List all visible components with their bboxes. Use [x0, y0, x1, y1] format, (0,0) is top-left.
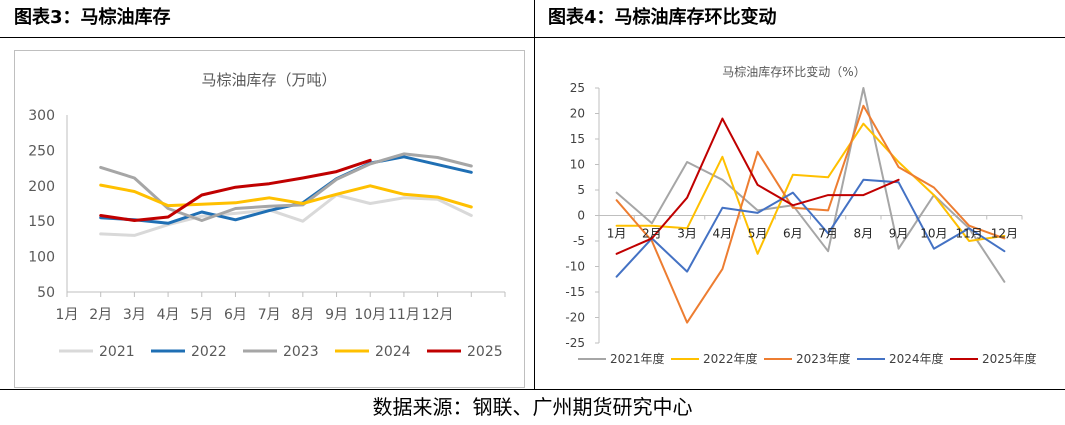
column-divider: [534, 0, 535, 390]
y-tick-label: 25: [570, 81, 585, 95]
series-line-2024年度: [615, 178, 1006, 278]
chart4-heading: 图表4：马棕油库存环比变动: [548, 7, 777, 28]
legend-label-2023: 2023: [283, 344, 319, 360]
y-tick-label: -20: [565, 311, 585, 325]
x-tick-label: 2月: [89, 307, 112, 323]
series-line-2022年度: [615, 122, 1006, 255]
series-line-2023: [99, 152, 473, 222]
inventory-chart: 马棕油库存（万吨） 50 100 150 200 250 300 1月 2月 3月 4月 5月 6月 7月…: [28, 71, 506, 360]
y-tick-label: 15: [570, 132, 585, 146]
y-tick-label: 200: [28, 179, 55, 195]
x-tick-label: 6月: [783, 227, 803, 241]
header-rule: [0, 37, 1065, 38]
y-tick-label: 5: [577, 183, 585, 197]
y-tick-label: 10: [570, 158, 585, 172]
mom-change-chart-panel: 马棕油库存环比变动（%） 25 20 15 10 5 0 -5 -10 -15 -20 -25 1月 2月…: [548, 46, 1048, 386]
x-tick-label: 8月: [291, 307, 314, 323]
series-line-2025: [99, 158, 372, 222]
chart-title: 马棕油库存环比变动（%）: [722, 64, 865, 79]
y-tick-label: 100: [28, 250, 55, 266]
x-tick-label: 6月: [224, 307, 247, 323]
x-tick-label: 5月: [190, 307, 213, 323]
legend-label-2025: 2025: [467, 344, 503, 360]
x-tick-label: 10月: [920, 227, 947, 241]
data-source-note: 数据来源：钢联、广州期货研究中心: [372, 395, 693, 419]
y-tick-label: 250: [28, 143, 55, 159]
y-tick-label: -15: [565, 285, 585, 299]
series-line-2025年度: [615, 117, 900, 255]
chart3-heading: 图表3：马棕油库存: [14, 7, 171, 28]
series-line-2021年度: [615, 87, 1006, 283]
y-tick-label: 20: [570, 107, 585, 121]
x-tick-label: 3月: [123, 307, 146, 323]
x-tick-label: 2月: [642, 227, 662, 241]
x-tick-label: 5月: [748, 227, 768, 241]
legend-label-2022年度: 2022年度: [703, 351, 758, 366]
x-tick-label: 4月: [713, 227, 733, 241]
x-tick-label: 7月: [818, 227, 838, 241]
mom-change-chart: 马棕油库存环比变动（%） 25 20 15 10 5 0 -5 -10 -15 -20 -25 1月 2月…: [565, 64, 1037, 366]
legend-label-2021年度: 2021年度: [610, 351, 665, 366]
x-tick-label: 9月: [889, 227, 909, 241]
legend-label-2021: 2021: [99, 344, 135, 360]
series-line-2023年度: [615, 104, 1006, 324]
footer-rule: [0, 389, 1065, 390]
x-tick-label: 8月: [854, 227, 874, 241]
x-tick-label: 12月: [991, 227, 1018, 241]
x-tick-label: 11月: [955, 227, 982, 241]
y-tick-label: 0: [577, 209, 585, 223]
y-tick-label: -10: [565, 260, 585, 274]
legend-label-2025年度: 2025年度: [982, 351, 1037, 366]
chart-title: 马棕油库存（万吨）: [201, 71, 336, 89]
legend-label-2024: 2024: [375, 344, 411, 360]
y-tick-label: 300: [28, 108, 55, 124]
x-tick-label: 7月: [258, 307, 281, 323]
series-line-2024: [99, 183, 473, 209]
y-tick-label: -25: [565, 336, 585, 350]
legend-label-2024年度: 2024年度: [889, 351, 944, 366]
inventory-chart-panel: 马棕油库存（万吨） 50 100 150 200 250 300 1月 2月 3月 4月 5月 6月 7月…: [14, 50, 525, 388]
series-line-2022: [99, 155, 473, 225]
x-tick-label: 11月: [388, 307, 420, 323]
y-tick-label: -5: [573, 234, 585, 248]
legend-label-2023年度: 2023年度: [796, 351, 851, 366]
y-tick-label: 150: [28, 214, 55, 230]
x-tick-label: 3月: [677, 227, 697, 241]
series-line-2021: [99, 193, 473, 237]
x-tick-label: 10月: [354, 307, 386, 323]
x-tick-label: 1月: [607, 227, 627, 241]
y-tick-label: 50: [37, 285, 55, 301]
x-tick-label: 1月: [56, 307, 79, 323]
x-tick-label: 4月: [157, 307, 180, 323]
x-tick-label: 9月: [325, 307, 348, 323]
legend-label-2022: 2022: [191, 344, 227, 360]
x-tick-label: 12月: [422, 307, 454, 323]
